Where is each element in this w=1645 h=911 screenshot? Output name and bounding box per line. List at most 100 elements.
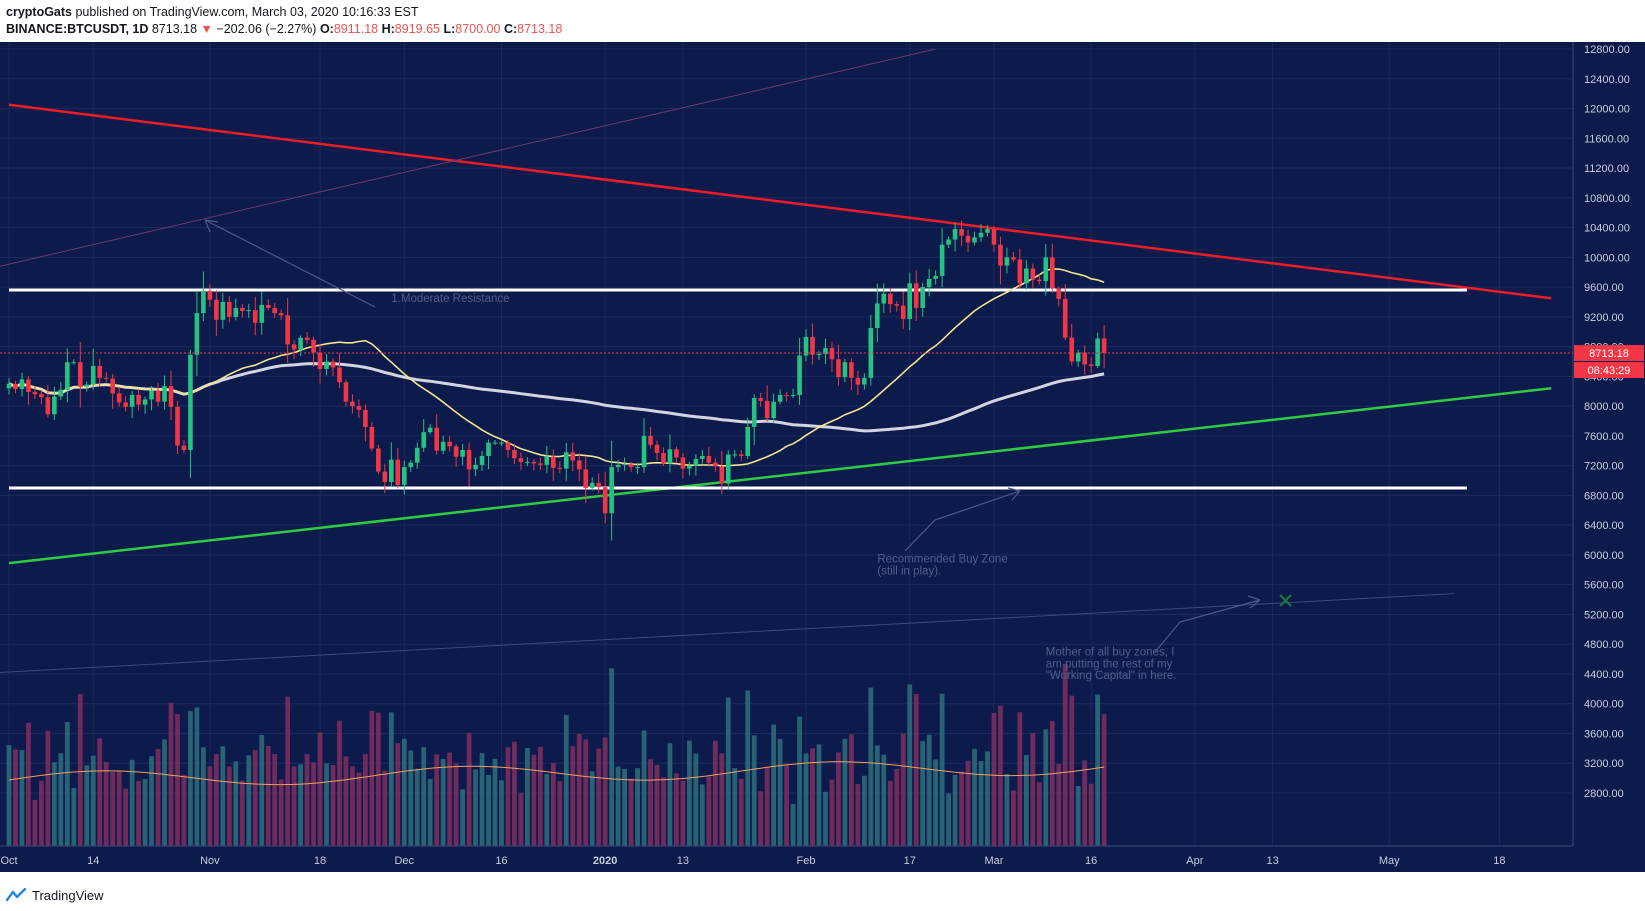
candle-body [868,328,874,378]
time-tick-label: Mar [984,855,1003,867]
volume-bar [45,730,51,846]
volume-bar [239,780,245,846]
volume-bar [738,778,744,846]
volume-bar [460,789,465,846]
candle-body [1024,268,1029,284]
candle-body [589,482,595,488]
price-tick-label: 7200.00 [1584,461,1624,473]
volume-bar [784,765,789,846]
trend-lines[interactable] [0,48,1552,673]
candle-body [201,290,206,314]
volume-bar [719,753,725,846]
volume-bar [201,747,206,846]
time-tick-label: 16 [1085,855,1097,867]
candle-body [194,313,200,355]
candle-body [343,382,349,402]
volume-bar [363,754,368,846]
candle-body [713,462,718,467]
volume-bar [285,696,291,846]
price-tick-label: 12400.00 [1584,74,1630,86]
candle-body [991,229,997,245]
candle-body [576,460,582,470]
price-tick-label: 10400.00 [1584,223,1630,235]
candle-body [797,355,802,395]
candle-body [155,390,161,402]
volume-bar [499,780,504,846]
volume-bar [246,755,252,846]
candle-body [771,401,776,419]
volume-bar [479,753,485,846]
candle-body [350,401,355,407]
candle-body [738,454,744,456]
candle-body [369,426,375,449]
candle-body [285,315,290,345]
volume-bar [641,730,647,846]
price-tick-label: 3200.00 [1584,758,1624,770]
candle-body [278,313,284,316]
volume-bar [188,711,193,846]
candle-body [952,229,958,240]
footer-brand[interactable]: TradingView [32,887,104,903]
candle-body [453,446,459,457]
candle-body [790,394,796,396]
price-chart[interactable]: 1.Moderate Resistance Recommended Buy Zon… [0,42,1645,872]
annotation-text: Recommended Buy Zone [877,553,1007,565]
candle-body [252,310,258,323]
candle-body [667,449,673,464]
volume-bar [136,780,141,846]
price-axis[interactable] [1573,42,1645,846]
candle-body [382,471,388,483]
candle-body [985,229,990,233]
volume-bar [972,748,977,846]
time-tick-label: Apr [1186,855,1203,867]
volume-bar [518,792,524,846]
volume-bar [51,762,57,846]
volume-bar [330,765,336,846]
volume-bar [32,799,38,846]
quote-line: BINANCE:BTCUSDT, 1D 8713.18 ▼ −202.06 (−… [6,21,1636,38]
candle-body [123,402,128,407]
grid-lines [0,42,1573,846]
volume-bar [291,766,297,846]
volume-bar [1075,785,1081,846]
volume-bar [991,712,997,846]
time-tick-label: Oct [0,855,17,867]
volume-bar [466,732,472,846]
volume-bar [97,738,103,846]
candle-body [227,301,232,317]
volume-bar [233,761,239,846]
candle-body [907,283,913,320]
candle-body [90,365,96,385]
time-tick-label: 2020 [593,855,617,867]
time-tick-label: 17 [904,855,916,867]
volume-bar [537,746,543,846]
author-name[interactable]: cryptoGats [6,5,72,19]
volume-bar [142,778,148,846]
time-axis[interactable] [0,846,1573,872]
volume-bar [926,734,932,846]
volume-bar [1082,760,1088,846]
volume-bar [823,791,828,846]
candle-body [149,390,154,400]
candle-body [531,461,537,464]
volume-bar [149,756,154,846]
volume-bar [777,738,783,846]
volume-bar [570,746,576,846]
volume-bar [64,722,70,846]
candle-body [719,466,725,484]
time-tick-label: 16 [495,855,507,867]
candle-body [1043,257,1049,282]
price-tick-label: 12000.00 [1584,104,1630,116]
annotation-text: "Working Capital" in here. [1046,670,1177,682]
volume-bar [1049,721,1055,846]
tradingview-logo-icon[interactable] [6,888,26,902]
volume-bar [874,745,880,846]
volume-bar [77,694,83,846]
volume-bar [589,771,595,846]
candle-body [45,397,51,415]
candle-body [401,467,407,485]
candle-body [693,458,699,466]
candle-body [408,462,414,468]
volume-bar [816,744,822,846]
price-tick-label: 10800.00 [1584,193,1630,205]
